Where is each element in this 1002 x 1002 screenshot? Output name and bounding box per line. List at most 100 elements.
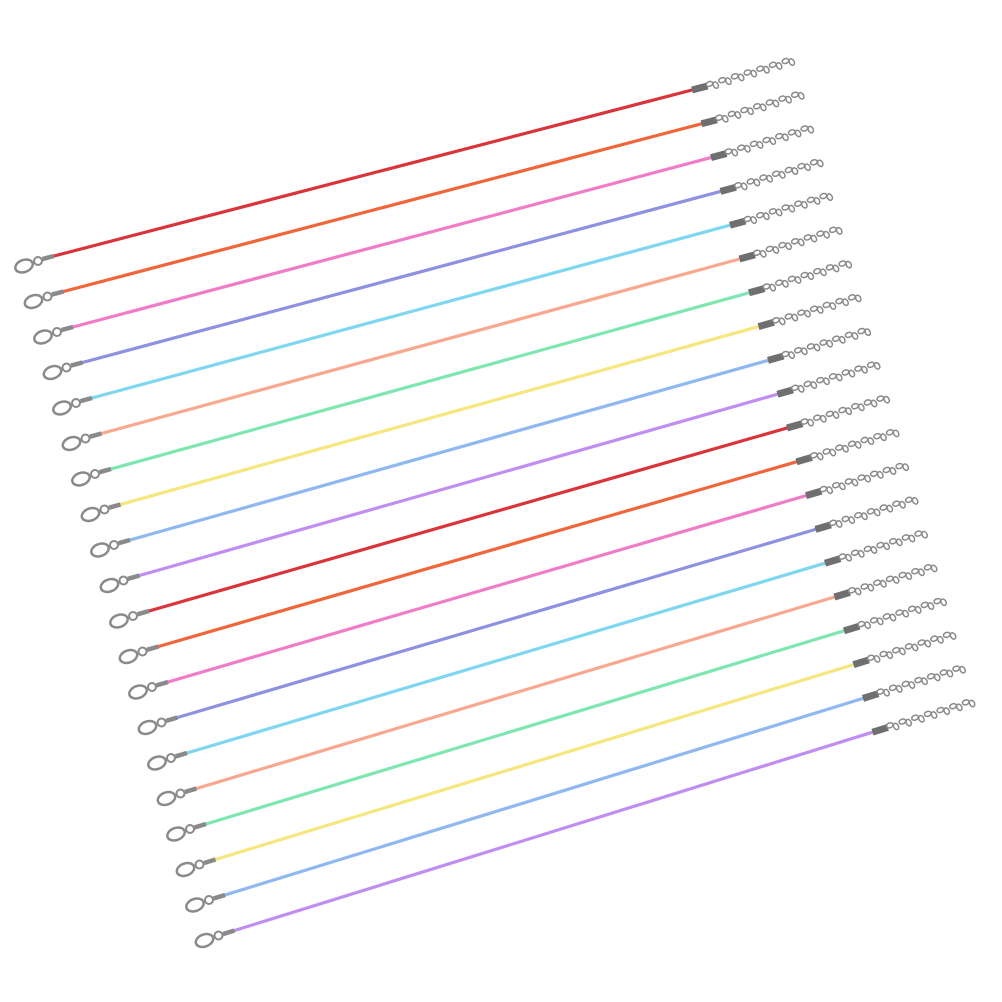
chain-link: [917, 714, 925, 723]
cord-necklace: [71, 260, 853, 487]
chain-link: [905, 718, 913, 727]
jump-ring: [33, 256, 43, 266]
chain-link: [864, 328, 872, 337]
lobster-clasp: [118, 648, 139, 665]
chain-link: [759, 103, 767, 112]
lobster-clasp: [23, 293, 44, 310]
chain-link: [778, 317, 786, 326]
chain-link: [788, 204, 796, 213]
lobster-clasp: [185, 897, 205, 913]
chain-link: [835, 373, 843, 382]
cord-necklace: [175, 631, 957, 878]
chain-link: [785, 242, 792, 251]
chain-link: [810, 381, 818, 389]
end-cap: [748, 285, 766, 297]
chain-link: [731, 148, 739, 157]
end-cap: [805, 487, 823, 499]
lobster-clasp: [147, 755, 167, 771]
chain-link: [804, 309, 811, 318]
jump-ring: [118, 575, 129, 586]
lobster-clasp: [52, 400, 72, 416]
chain-link: [800, 347, 808, 356]
chain-link: [838, 482, 846, 491]
cord-necklace: [52, 192, 834, 416]
chain-link: [813, 197, 821, 205]
crimp-end: [193, 821, 207, 830]
cord-necklace: [137, 496, 919, 736]
cord-necklace: [156, 564, 938, 807]
chain-link: [895, 684, 903, 693]
cord: [61, 122, 704, 294]
chain-link: [750, 69, 758, 78]
chain-link: [816, 305, 824, 314]
chain-link: [861, 512, 868, 521]
chain-link: [955, 703, 963, 712]
chain-link: [759, 249, 767, 258]
chain-link: [785, 95, 793, 104]
chain-link: [797, 91, 805, 100]
jump-ring: [204, 895, 214, 905]
chain-link: [829, 302, 837, 310]
end-cap: [861, 690, 880, 702]
chain-link: [873, 508, 881, 517]
chain-link: [883, 688, 890, 697]
chain-link: [794, 129, 802, 138]
chain-link: [870, 399, 878, 408]
chain-link: [892, 722, 900, 731]
chain-link: [848, 516, 856, 524]
cord: [194, 595, 837, 791]
chain-link: [826, 339, 834, 348]
crimp-end: [60, 324, 74, 333]
chain-link: [921, 677, 928, 686]
chain-link: [823, 377, 830, 386]
end-cap: [795, 453, 813, 466]
lobster-clasp: [42, 364, 63, 381]
end-cap: [738, 251, 756, 263]
crimp-end: [51, 289, 65, 297]
cord-necklace: [194, 699, 976, 949]
chain-link: [905, 572, 913, 581]
chain-link: [933, 673, 941, 682]
jump-ring: [71, 398, 81, 408]
lobster-clasp: [194, 932, 215, 949]
chain-link: [959, 665, 967, 674]
chain-link: [930, 564, 938, 573]
jump-ring: [185, 824, 195, 834]
crimp-end: [108, 502, 122, 510]
lobster-clasp: [14, 258, 34, 274]
crimp-end: [165, 715, 179, 724]
chain-link: [829, 448, 837, 457]
chain-link: [832, 411, 840, 419]
chain-link: [838, 335, 846, 344]
crimp-end: [89, 431, 103, 439]
cord: [99, 257, 742, 436]
end-cap: [786, 420, 804, 432]
cord: [166, 494, 808, 684]
chain-link: [740, 182, 748, 191]
cord-necklace: [80, 294, 862, 523]
chain-link: [876, 470, 884, 479]
end-cap: [691, 82, 709, 94]
chain-link: [864, 474, 872, 483]
end-cap: [710, 150, 728, 161]
chain-link: [819, 268, 827, 277]
crimp-end: [222, 928, 236, 937]
chain-link: [914, 605, 922, 614]
cord: [223, 696, 865, 897]
chain-link: [851, 478, 859, 487]
crimp-end: [174, 750, 188, 759]
chain-link: [857, 403, 865, 412]
jump-ring: [213, 930, 224, 941]
chain-link: [968, 699, 976, 708]
chain-link: [762, 212, 770, 221]
chain-link: [816, 159, 824, 168]
chain-link: [895, 538, 903, 547]
chain-link: [867, 583, 875, 592]
crimp-end: [184, 786, 198, 795]
chain-link: [908, 681, 916, 689]
cord: [137, 392, 780, 578]
end-cap: [871, 724, 889, 736]
crimp-end: [117, 537, 131, 546]
crimp-end: [127, 573, 141, 581]
